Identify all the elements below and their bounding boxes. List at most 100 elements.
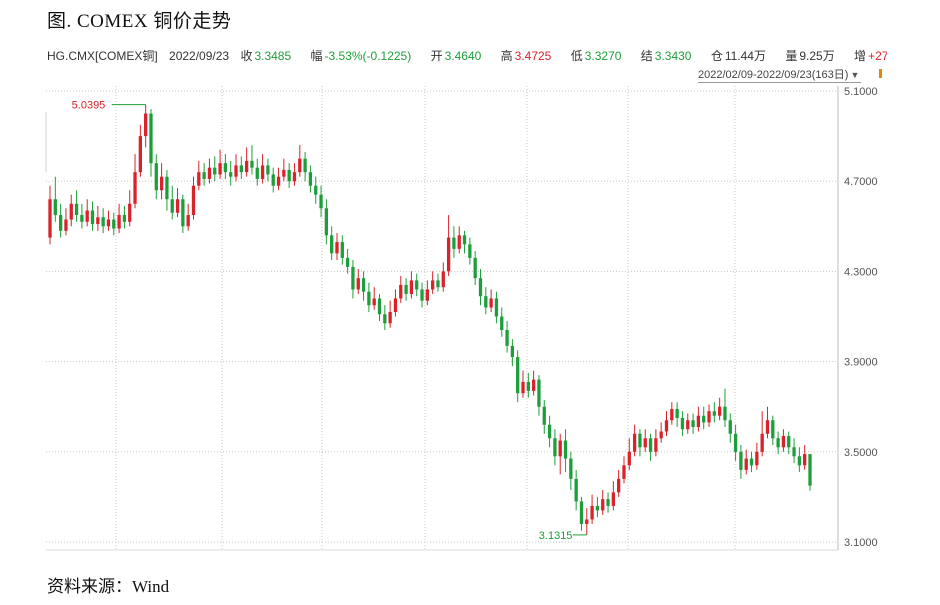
candle-body xyxy=(760,433,764,452)
candle-body xyxy=(590,505,594,520)
candle-body xyxy=(144,113,148,137)
candle-body xyxy=(569,458,573,479)
candle-body xyxy=(670,408,674,421)
change-label: 幅 xyxy=(310,49,323,63)
candle-body xyxy=(808,454,812,486)
candle-body xyxy=(484,296,488,308)
candle-body xyxy=(69,203,73,220)
candle-body xyxy=(718,406,722,416)
candle-body xyxy=(712,411,716,416)
settle-label: 结 xyxy=(640,49,653,63)
candle-body xyxy=(367,291,371,306)
candle-body xyxy=(64,219,68,231)
volume-value: 9.25万 xyxy=(799,49,835,63)
candle-body xyxy=(399,284,403,299)
candle-body xyxy=(122,215,127,222)
candle-body xyxy=(627,451,631,466)
candle-body xyxy=(553,438,557,457)
candle-body xyxy=(377,298,382,315)
candle-body xyxy=(696,415,701,427)
candle-body xyxy=(372,298,376,306)
candle-body xyxy=(260,165,265,179)
candle-body xyxy=(595,505,600,511)
candle-body xyxy=(436,280,440,288)
date-range-text: 2022/02/09-2022/09/23(163日) xyxy=(698,69,849,81)
volume-field: 量 9.25万 xyxy=(785,49,842,63)
candle-body xyxy=(638,433,642,448)
candle-body xyxy=(356,278,360,290)
candle-body xyxy=(446,237,451,272)
candle-body xyxy=(409,280,414,294)
candle-body xyxy=(537,379,541,407)
candle-body xyxy=(303,158,307,173)
candle-body xyxy=(585,519,589,524)
candle-body xyxy=(765,420,770,434)
candle-body xyxy=(431,280,435,290)
candle-body xyxy=(404,284,408,294)
candle-body xyxy=(574,478,578,502)
candle-body xyxy=(558,440,562,457)
candle-body xyxy=(58,215,63,231)
candle-body xyxy=(733,433,738,452)
candle-body xyxy=(101,217,105,227)
candle-body xyxy=(287,169,291,182)
candle-body xyxy=(516,357,520,394)
candle-body xyxy=(244,160,249,173)
chevron-down-icon[interactable]: ▼ xyxy=(850,70,860,80)
high-field: 高 3.4725 xyxy=(501,49,560,63)
candle-body xyxy=(542,406,546,425)
candle-body xyxy=(420,289,424,301)
candlestick-chart: 5.1000 4.7000 4.3000 3.9000 3.5000 3.1000 5.03… xyxy=(45,86,878,551)
candle-body xyxy=(617,478,621,493)
candle-body xyxy=(191,185,196,216)
candle-body xyxy=(664,420,669,432)
candle-body xyxy=(776,438,780,448)
high-label: 高 xyxy=(500,49,513,63)
candle-body xyxy=(702,415,706,423)
candle-body xyxy=(266,165,270,175)
candle-body xyxy=(531,379,536,391)
candle-body xyxy=(223,163,228,173)
candle-body xyxy=(213,167,217,175)
candle-body xyxy=(298,158,302,173)
candle-body xyxy=(749,458,754,466)
candle-body xyxy=(468,244,472,258)
settle-value: 3.3430 xyxy=(654,49,692,63)
change-field: 幅 -3.53%(-0.1225) xyxy=(311,49,420,63)
candle-body xyxy=(197,172,201,186)
candle-body xyxy=(229,172,233,177)
open-value: 3.4640 xyxy=(444,49,482,63)
candle-body xyxy=(181,199,185,227)
candle-body xyxy=(500,316,504,331)
candle-body xyxy=(106,219,111,227)
candle-body xyxy=(792,447,796,457)
candle-body xyxy=(345,257,350,267)
oi-change-value: +2782 xyxy=(868,49,887,63)
candle-body xyxy=(771,420,775,439)
candle-body xyxy=(170,199,174,213)
candle-body xyxy=(393,298,398,312)
candle-body xyxy=(361,278,366,292)
close-field: 收 3.3485 xyxy=(240,49,299,63)
candle-body xyxy=(340,242,344,258)
y-tick-label: 5.1000 xyxy=(844,86,878,98)
oi-change-label: 增 xyxy=(854,49,867,63)
candle-body xyxy=(680,417,685,430)
candle-body xyxy=(473,257,477,279)
candle-body xyxy=(739,451,743,470)
high-value: 3.4725 xyxy=(514,49,552,63)
symbol-label[interactable]: HG.CMX[COMEX铜] xyxy=(47,49,158,63)
figure-title: 图. COMEX 铜价走势 xyxy=(47,11,232,32)
candle-body xyxy=(324,208,329,236)
candle-body xyxy=(462,235,467,245)
candle-body xyxy=(133,172,137,204)
candle-body xyxy=(239,165,243,173)
date-range-selector[interactable]: 2022/02/09-2022/09/23(163日) ▼ xyxy=(698,66,862,83)
y-tick-label: 4.3000 xyxy=(844,266,878,278)
y-tick-label: 3.5000 xyxy=(844,447,878,459)
min-price-label: 3.1315 xyxy=(539,530,573,542)
candle-body xyxy=(723,406,727,421)
candle-body xyxy=(659,431,663,439)
candle-body xyxy=(234,165,238,177)
open-label: 开 xyxy=(430,49,443,63)
